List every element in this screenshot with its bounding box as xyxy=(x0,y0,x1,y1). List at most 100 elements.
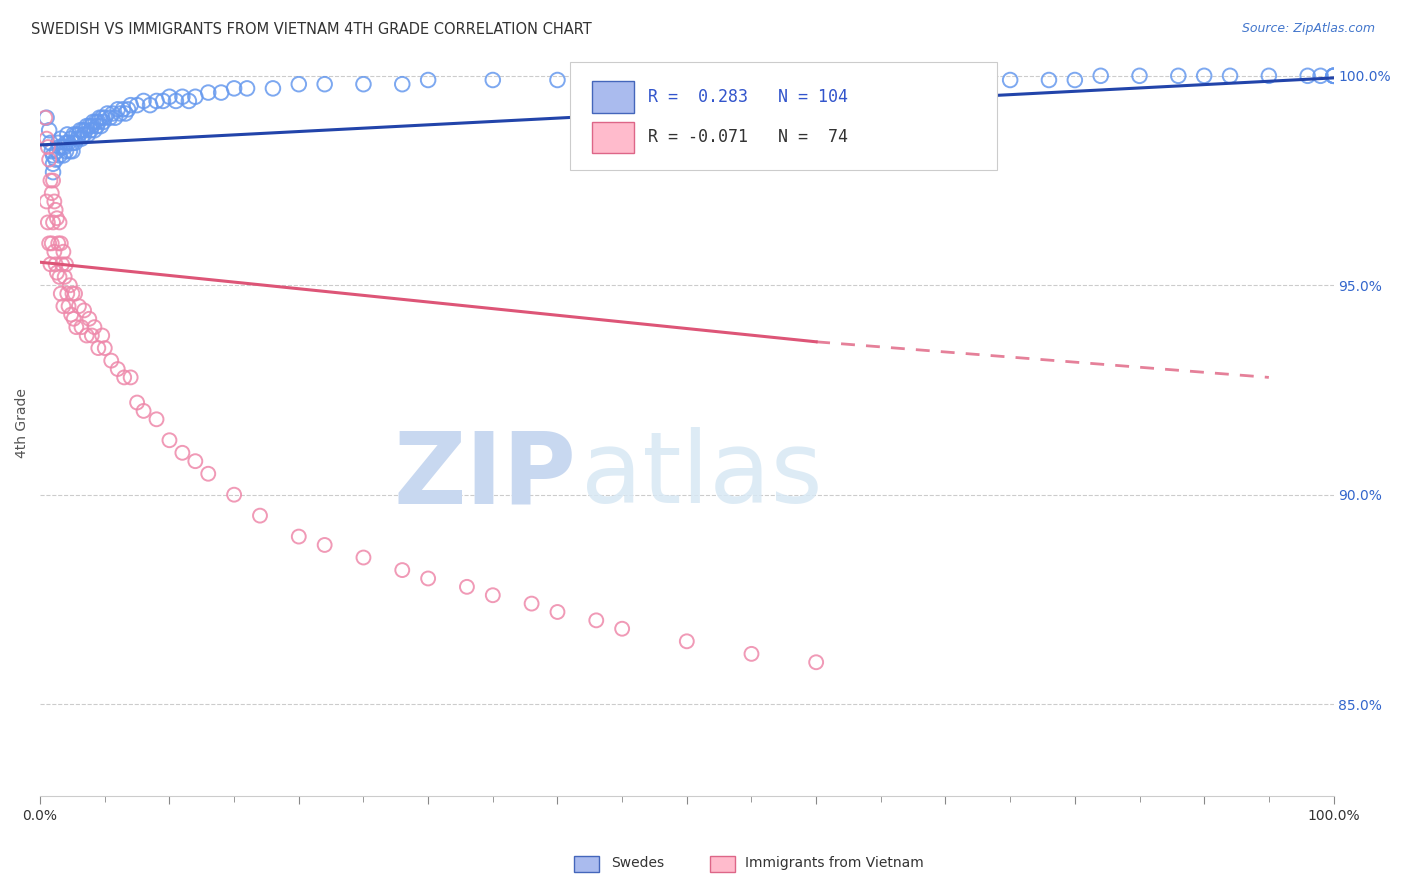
Point xyxy=(84,115,107,129)
Point xyxy=(960,73,983,87)
Point xyxy=(51,257,73,271)
Point xyxy=(91,328,114,343)
FancyBboxPatch shape xyxy=(592,81,634,112)
Point xyxy=(94,341,117,355)
Point xyxy=(353,77,375,91)
Point xyxy=(52,299,75,313)
Text: Source: ZipAtlas.com: Source: ZipAtlas.com xyxy=(1241,22,1375,36)
Point xyxy=(165,94,187,108)
Point xyxy=(90,119,112,133)
Point xyxy=(48,215,70,229)
Point xyxy=(934,73,956,87)
Point xyxy=(42,157,65,171)
Point xyxy=(42,215,65,229)
Point xyxy=(1038,73,1060,87)
Point xyxy=(418,572,440,586)
Point xyxy=(63,136,86,150)
Point xyxy=(481,588,503,602)
Point xyxy=(184,454,207,468)
Point xyxy=(675,634,697,648)
Point xyxy=(127,98,149,112)
Point xyxy=(145,412,167,426)
Text: R = -0.071   N =  74: R = -0.071 N = 74 xyxy=(648,128,848,146)
Text: atlas: atlas xyxy=(581,427,823,524)
Point xyxy=(314,538,336,552)
Point xyxy=(42,165,65,179)
Point xyxy=(314,77,336,91)
Point xyxy=(77,119,100,133)
Point xyxy=(35,131,58,145)
Point xyxy=(120,370,142,384)
Point xyxy=(98,111,121,125)
Point xyxy=(49,236,72,251)
Point xyxy=(779,73,801,87)
Point xyxy=(831,73,853,87)
Text: Immigrants from Vietnam: Immigrants from Vietnam xyxy=(745,856,924,871)
Text: R =  0.283   N = 104: R = 0.283 N = 104 xyxy=(648,88,848,106)
Point xyxy=(35,194,58,209)
Point xyxy=(38,236,60,251)
FancyBboxPatch shape xyxy=(592,121,634,153)
Point xyxy=(869,73,891,87)
Point xyxy=(172,446,194,460)
Point xyxy=(65,128,87,142)
Point xyxy=(67,299,90,313)
Point xyxy=(45,257,67,271)
Point xyxy=(1257,69,1279,83)
Point xyxy=(249,508,271,523)
Point xyxy=(740,73,762,87)
Point xyxy=(39,173,62,187)
Point xyxy=(79,123,101,137)
Point xyxy=(117,103,139,117)
Point xyxy=(610,622,633,636)
Point xyxy=(288,530,311,544)
Point xyxy=(42,173,65,187)
Text: Swedes: Swedes xyxy=(612,856,665,871)
Point xyxy=(41,236,63,251)
Point xyxy=(1219,69,1241,83)
Point xyxy=(107,103,129,117)
Point xyxy=(1192,69,1215,83)
Point xyxy=(70,320,93,334)
Point xyxy=(1322,69,1344,83)
Point xyxy=(46,136,69,150)
Point xyxy=(87,115,110,129)
Point xyxy=(236,81,259,95)
Point xyxy=(65,320,87,334)
Point xyxy=(998,73,1021,87)
Point xyxy=(83,123,105,137)
Point xyxy=(104,111,127,125)
Point xyxy=(262,81,284,95)
Text: ZIP: ZIP xyxy=(394,427,576,524)
Point xyxy=(94,111,117,125)
Point xyxy=(91,111,114,125)
Point xyxy=(62,311,84,326)
Point xyxy=(44,244,66,259)
Point xyxy=(44,194,66,209)
Point xyxy=(67,128,90,142)
Point xyxy=(45,266,67,280)
Point xyxy=(49,131,72,145)
Point xyxy=(45,145,67,159)
Point xyxy=(73,128,96,142)
Point xyxy=(80,328,103,343)
Point xyxy=(481,73,503,87)
Point xyxy=(53,269,76,284)
Point xyxy=(77,128,100,142)
Point xyxy=(52,244,75,259)
Point xyxy=(48,148,70,162)
Point xyxy=(86,119,108,133)
Point xyxy=(58,299,80,313)
Point xyxy=(93,115,115,129)
Point xyxy=(87,341,110,355)
Point xyxy=(45,202,67,217)
Point xyxy=(1309,69,1331,83)
Point xyxy=(39,257,62,271)
Point xyxy=(1167,69,1189,83)
Point xyxy=(1128,69,1150,83)
Point xyxy=(96,106,118,120)
Point xyxy=(209,86,232,100)
Point xyxy=(39,136,62,150)
Point xyxy=(1322,69,1344,83)
Point xyxy=(100,353,122,368)
